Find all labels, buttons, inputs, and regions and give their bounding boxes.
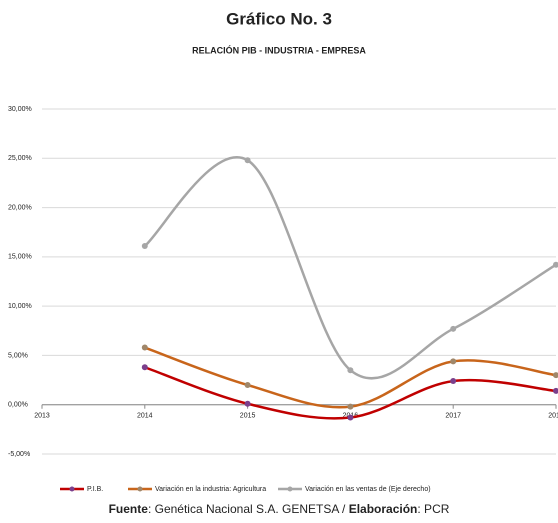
footer-part: : Genética Nacional S.A. GENETSA / <box>148 502 349 516</box>
footer-part: : PCR <box>417 502 449 516</box>
y-tick-label: 20,00% <box>8 204 32 211</box>
x-tick-label: 2014 <box>137 413 153 420</box>
point <box>553 372 558 379</box>
y-tick-label: -5,00% <box>8 451 30 458</box>
y-tick-label: 10,00% <box>8 303 32 310</box>
point <box>244 400 251 407</box>
footer-part: Elaboración <box>349 502 418 516</box>
y-tick-label: 30,00% <box>8 106 32 113</box>
footer-part: Fuente <box>109 502 149 516</box>
legend-marker <box>137 486 143 492</box>
y-tick-label: 25,00% <box>8 155 32 162</box>
point <box>347 367 354 374</box>
point <box>141 243 148 250</box>
y-tick-label: 15,00% <box>8 254 32 261</box>
y-tick-label: 5,00% <box>8 352 28 359</box>
x-tick-label: 2015 <box>240 413 256 420</box>
legend-marker <box>287 486 293 492</box>
series-line <box>144 346 557 409</box>
point <box>141 344 148 351</box>
point <box>347 414 354 421</box>
point <box>553 261 558 268</box>
x-tick-label: 2013 <box>34 413 50 420</box>
point <box>553 387 558 394</box>
x-tick-label: 2018 <box>548 413 558 420</box>
point <box>141 364 148 371</box>
point <box>244 382 251 388</box>
point <box>450 378 457 385</box>
legend-marker <box>69 486 75 492</box>
point <box>347 403 354 410</box>
legend-label: Variación en la industria: Agricultura <box>155 486 266 493</box>
x-tick-label: 2017 <box>445 413 461 420</box>
footer: Fuente: Genética Nacional S.A. GENETSA /… <box>109 502 450 516</box>
legend-label: P.I.B. <box>87 486 103 493</box>
y-tick-label: 0,00% <box>8 402 28 409</box>
series-line <box>144 366 557 420</box>
chart-subtitle: RELACIÓN PIB - INDUSTRIA - EMPRESA <box>192 44 366 55</box>
legend-label: Variación en las ventas de (Eje derecho) <box>305 486 431 493</box>
point <box>244 157 251 164</box>
point <box>450 325 457 332</box>
chart-title: Gráfico No. 3 <box>226 9 332 28</box>
point <box>450 358 457 365</box>
series-line <box>143 156 557 380</box>
